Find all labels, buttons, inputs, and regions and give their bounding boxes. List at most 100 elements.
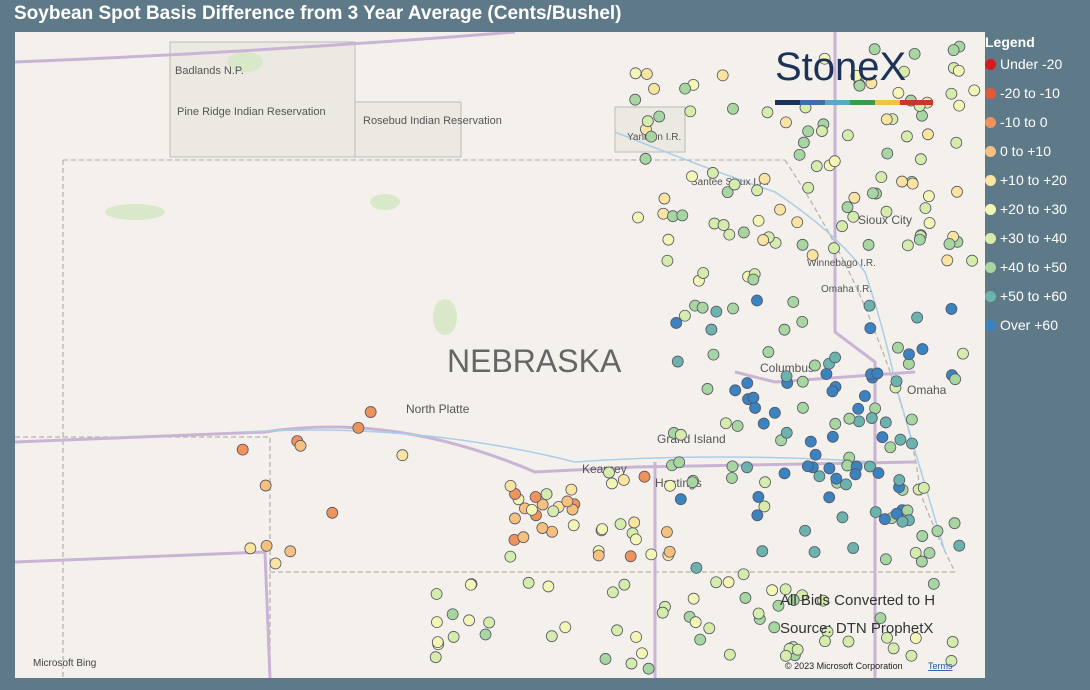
- station-dot: [945, 303, 958, 315]
- station-dot: [796, 238, 809, 251]
- station-dot: [606, 586, 619, 599]
- station-dot: [663, 545, 676, 558]
- station-dot: [710, 576, 723, 589]
- legend-item[interactable]: Under -20: [985, 56, 1067, 85]
- station-dot: [673, 456, 686, 469]
- station-dot: [751, 294, 763, 307]
- legend-item[interactable]: -10 to 0: [985, 114, 1067, 143]
- station-dot: [862, 239, 875, 251]
- station-dot: [828, 155, 841, 168]
- station-dot: [787, 594, 800, 606]
- station-dot: [966, 254, 978, 267]
- provider: Microsoft Bing: [33, 658, 96, 669]
- station-dot: [429, 651, 442, 664]
- station-dot: [818, 52, 831, 65]
- legend-item[interactable]: +40 to +50: [985, 259, 1067, 288]
- station-dot: [640, 68, 653, 80]
- legend-item[interactable]: -20 to -10: [985, 85, 1067, 114]
- title: Soybean Spot Basis Difference from 3 Yea…: [14, 3, 622, 24]
- station-dot: [780, 116, 792, 129]
- station-dot: [661, 526, 673, 538]
- terms-link[interactable]: Terms: [928, 661, 953, 671]
- station-dot: [611, 624, 623, 637]
- station-dot: [923, 547, 936, 559]
- station-dot: [617, 474, 630, 486]
- station-dot: [841, 129, 854, 142]
- station-dot: [636, 647, 648, 660]
- station-dot: [483, 616, 496, 629]
- station-dot: [747, 273, 760, 286]
- map: Badlands N.P. Pine Ridge Indian Reservati…: [15, 32, 985, 678]
- legend-swatch: [985, 175, 996, 186]
- station-dot: [761, 106, 774, 119]
- station-dot: [916, 343, 929, 355]
- legend-item[interactable]: +10 to +20: [985, 172, 1067, 201]
- station-dot: [853, 415, 865, 428]
- station-dot: [431, 616, 443, 629]
- station-dot: [909, 546, 922, 559]
- station-dot: [871, 367, 884, 380]
- legend-swatch: [985, 233, 996, 244]
- station-dot: [628, 516, 641, 529]
- station-dot: [674, 493, 687, 506]
- legend-item[interactable]: Over +60: [985, 317, 1067, 346]
- station-dot: [729, 384, 742, 397]
- station-dot: [629, 67, 642, 80]
- legend-label: -10 to 0: [1000, 114, 1048, 130]
- station-dot: [723, 228, 736, 241]
- station-dot: [648, 82, 660, 95]
- station-dot: [723, 648, 736, 661]
- station-dot: [957, 347, 969, 360]
- station-dot: [879, 553, 892, 566]
- station-dot: [629, 93, 642, 106]
- station-dot: [874, 612, 887, 625]
- station-dot: [884, 441, 897, 454]
- station-dot: [905, 649, 918, 662]
- station-dot: [923, 217, 936, 229]
- station-dot: [922, 128, 934, 141]
- station-dot: [696, 301, 709, 314]
- station-dot: [727, 102, 739, 115]
- station-dot: [638, 470, 651, 483]
- station-dot: [741, 377, 754, 389]
- station-dot: [728, 178, 741, 191]
- station-dot: [941, 254, 954, 267]
- station-dot: [707, 348, 720, 361]
- station-dot: [675, 428, 687, 441]
- station-dot: [752, 607, 765, 620]
- station-dot: [561, 495, 574, 508]
- station-dot: [796, 315, 809, 328]
- borders: [15, 159, 956, 678]
- station-dot: [559, 621, 572, 634]
- station-dot: [603, 466, 615, 479]
- station-dot: [917, 481, 930, 494]
- station-dot: [447, 631, 460, 643]
- station-dot: [522, 576, 535, 589]
- station-dot: [922, 190, 935, 203]
- legend-item[interactable]: +50 to +60: [985, 288, 1067, 317]
- legend-item[interactable]: +30 to +40: [985, 230, 1067, 259]
- legend-item[interactable]: 0 to +10: [985, 143, 1067, 172]
- station-dot: [842, 635, 855, 648]
- station-dot: [836, 511, 849, 524]
- station-dot: [780, 370, 793, 383]
- station-dot: [797, 401, 809, 414]
- station-dot: [751, 184, 763, 197]
- station-dot: [599, 653, 612, 665]
- station-dot: [948, 517, 961, 530]
- station-dot: [890, 507, 903, 520]
- station-dot: [446, 608, 459, 621]
- station-dot: [658, 192, 671, 205]
- place-label: Omaha: [907, 383, 947, 397]
- legend-item[interactable]: +20 to +30: [985, 201, 1067, 230]
- legend-swatch: [985, 262, 996, 273]
- station-dot: [756, 545, 769, 558]
- legend-swatch: [985, 117, 996, 128]
- station-dot: [664, 479, 676, 492]
- place-label: Omaha I.R.: [821, 284, 872, 295]
- legend-label: -20 to -10: [1000, 85, 1060, 101]
- station-dot: [931, 525, 944, 537]
- station-dot: [916, 530, 929, 542]
- station-dot: [260, 539, 273, 552]
- place-label: North Platte: [406, 402, 470, 416]
